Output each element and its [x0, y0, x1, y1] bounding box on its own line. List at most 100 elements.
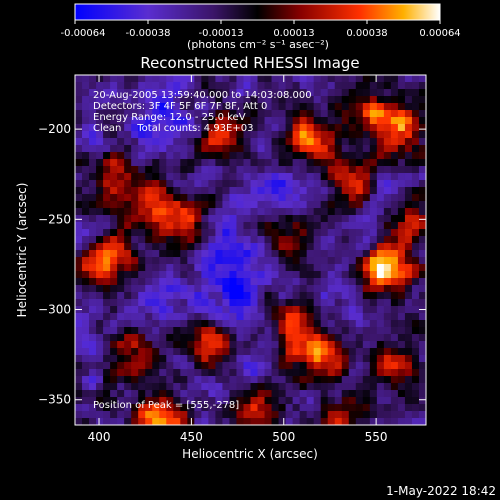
heatmap-cell: [341, 334, 350, 342]
heatmap-cell: [390, 208, 399, 216]
heatmap-cell: [278, 299, 287, 307]
heatmap-cell: [145, 376, 153, 384]
heatmap-cell: [264, 124, 273, 132]
heatmap-cell: [222, 320, 231, 328]
heatmap-cell: [145, 271, 153, 279]
heatmap-cell: [355, 411, 364, 419]
heatmap-cell: [390, 376, 399, 384]
heatmap-cell: [166, 243, 174, 251]
heatmap-cell: [264, 201, 273, 209]
heatmap-cell: [271, 411, 280, 419]
heatmap-cell: [166, 418, 174, 425]
heatmap-cell: [320, 215, 329, 223]
heatmap-cell: [355, 131, 364, 139]
heatmap-cell: [152, 369, 160, 377]
heatmap-cell: [222, 145, 231, 153]
heatmap-cell: [222, 376, 231, 384]
heatmap-cell: [390, 145, 399, 153]
heatmap-cell: [208, 82, 216, 90]
heatmap-cell: [152, 166, 160, 174]
heatmap-cell: [131, 124, 139, 132]
heatmap-cell: [194, 250, 202, 258]
heatmap-cell: [180, 96, 188, 104]
heatmap-cell: [397, 124, 406, 132]
heatmap-cell: [173, 208, 181, 216]
heatmap-cell: [411, 278, 420, 286]
heatmap-cell: [397, 215, 406, 223]
heatmap-cell: [271, 397, 280, 405]
heatmap-cell: [180, 131, 188, 139]
heatmap-cell: [215, 369, 224, 377]
heatmap-cell: [201, 236, 209, 244]
heatmap-cell: [355, 320, 364, 328]
heatmap-cell: [334, 131, 343, 139]
heatmap-cell: [215, 166, 224, 174]
heatmap-cell: [313, 250, 322, 258]
heatmap-cell: [362, 397, 371, 405]
heatmap-cell: [201, 404, 209, 412]
heatmap-cell: [131, 229, 139, 237]
heatmap-cell: [383, 222, 392, 230]
heatmap-cell: [327, 376, 336, 384]
heatmap-cell: [292, 313, 301, 321]
heatmap-cell: [96, 159, 104, 167]
heatmap-cell: [229, 124, 238, 132]
heatmap-cell: [208, 152, 216, 160]
heatmap-cell: [418, 334, 426, 342]
heatmap-cell: [418, 411, 426, 419]
heatmap-cell: [404, 390, 413, 398]
heatmap-cell: [131, 250, 139, 258]
heatmap-cell: [292, 355, 301, 363]
heatmap-cell: [166, 194, 174, 202]
heatmap-cell: [243, 187, 252, 195]
heatmap-cell: [145, 201, 153, 209]
heatmap-cell: [208, 166, 216, 174]
heatmap-cell: [222, 152, 231, 160]
heatmap-cell: [243, 369, 252, 377]
heatmap-cell: [166, 236, 174, 244]
heatmap-cell: [397, 320, 406, 328]
heatmap-cell: [376, 292, 385, 300]
heatmap-cell: [271, 264, 280, 272]
heatmap-cell: [96, 285, 104, 293]
heatmap-cell: [320, 299, 329, 307]
heatmap-cell: [131, 110, 139, 118]
heatmap-cell: [131, 299, 139, 307]
heatmap-cell: [327, 250, 336, 258]
heatmap-cell: [271, 229, 280, 237]
heatmap-cell: [250, 103, 259, 111]
heatmap-cell: [397, 299, 406, 307]
heatmap-cell: [173, 355, 181, 363]
heatmap-cell: [131, 362, 139, 370]
heatmap-cell: [369, 110, 378, 118]
heatmap-cell: [404, 383, 413, 391]
heatmap-cell: [117, 313, 125, 321]
heatmap-cell: [411, 243, 420, 251]
heatmap-cell: [278, 376, 287, 384]
heatmap-cell: [376, 208, 385, 216]
heatmap-cell: [418, 96, 426, 104]
heatmap-cell: [376, 341, 385, 349]
heatmap-cell: [327, 187, 336, 195]
heatmap-cell: [145, 355, 153, 363]
heatmap-cell: [180, 159, 188, 167]
heatmap-cell: [404, 117, 413, 125]
heatmap-cell: [320, 327, 329, 335]
heatmap-cell: [222, 103, 231, 111]
heatmap-cell: [89, 201, 97, 209]
heatmap-cell: [299, 313, 308, 321]
heatmap-cell: [82, 243, 90, 251]
heatmap-cell: [320, 369, 329, 377]
heatmap-cell: [138, 75, 146, 83]
heatmap-cell: [313, 159, 322, 167]
heatmap-cell: [334, 110, 343, 118]
heatmap-cell: [145, 159, 153, 167]
heatmap-cell: [215, 264, 224, 272]
heatmap-cell: [166, 173, 174, 181]
heatmap-cell: [278, 397, 287, 405]
heatmap-cell: [166, 117, 174, 125]
heatmap-cell: [271, 243, 280, 251]
heatmap-cell: [411, 208, 420, 216]
heatmap-cell: [222, 390, 231, 398]
heatmap-cell: [229, 313, 238, 321]
